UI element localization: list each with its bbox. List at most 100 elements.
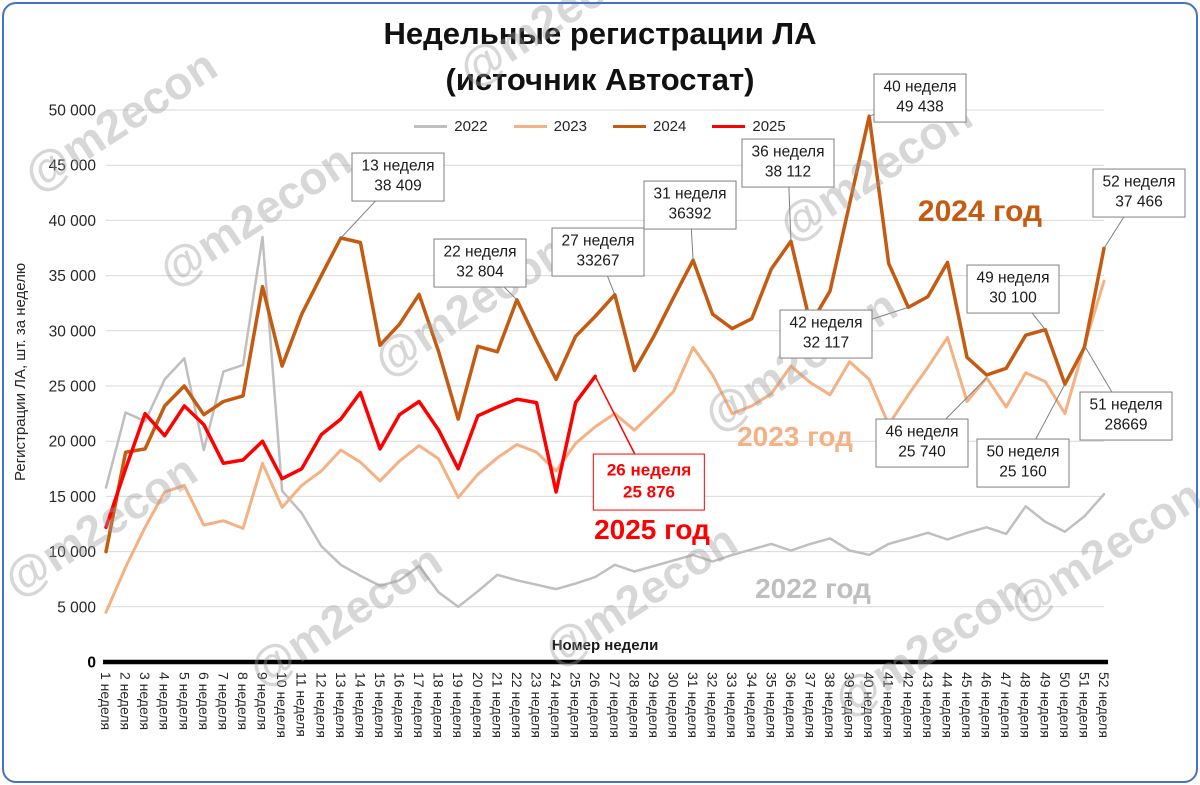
annotation-week-49: 49 неделя 30 100 xyxy=(966,264,1060,314)
legend-swatch xyxy=(613,124,646,129)
x-tick-label: 44 неделя xyxy=(939,672,955,738)
x-tick-label: 1 неделя xyxy=(98,672,114,730)
x-tick-label: 34 неделя xyxy=(744,672,760,738)
x-tick-label: 24 неделя xyxy=(548,672,564,738)
series-line-2025 xyxy=(104,374,597,530)
x-tick-label: 50 неделя xyxy=(1057,672,1073,738)
x-tick-label: 37 неделя xyxy=(802,672,818,738)
legend-swatch xyxy=(712,124,746,129)
legend-item-2024: 2024 xyxy=(613,118,686,135)
annotation-line: 36392 xyxy=(668,206,712,223)
y-tick-label: 20 000 xyxy=(49,434,97,451)
x-tick-label: 25 неделя xyxy=(568,672,584,738)
legend-item-2025: 2025 xyxy=(712,118,786,135)
annotation-line: 25 876 xyxy=(622,483,675,502)
x-tick-label: 9 неделя xyxy=(255,672,271,730)
x-tick-label: 2 неделя xyxy=(118,672,134,730)
annotation-week-42: 42 неделя 32 117 xyxy=(779,309,873,359)
y-axis-title: Регистрации ЛА, шт. за неделю xyxy=(12,262,29,481)
y-tick-label: 35 000 xyxy=(49,268,97,285)
x-tick-label: 15 неделя xyxy=(372,672,388,738)
x-tick-label: 33 неделя xyxy=(724,672,740,738)
x-tick-label: 31 неделя xyxy=(685,672,701,738)
legend-label: 2023 xyxy=(553,118,587,135)
y-tick-label: 25 000 xyxy=(49,379,97,396)
x-tick-label: 23 неделя xyxy=(529,672,545,738)
x-tick-label: 8 неделя xyxy=(235,672,251,730)
x-tick-label: 39 неделя xyxy=(842,672,858,738)
x-tick-label: 41 неделя xyxy=(881,672,897,738)
series-line-2022 xyxy=(104,235,1106,609)
x-tick-label: 13 неделя xyxy=(333,672,349,738)
annotation-week-40: 40 неделя 49 438 xyxy=(873,73,967,123)
annotation-line: 46 неделя xyxy=(885,423,959,441)
x-tick-label: 11 неделя xyxy=(294,672,310,737)
x-tick-label: 12 неделя xyxy=(313,672,329,738)
x-tick-label: 32 неделя xyxy=(705,672,721,738)
x-tick-label: 36 неделя xyxy=(783,672,799,738)
annotation-line: 32 117 xyxy=(802,335,850,352)
y-tick-label: 10 000 xyxy=(49,544,97,561)
series-label-2024: 2024 год xyxy=(917,195,1043,228)
x-tick-label: 29 неделя xyxy=(646,672,662,738)
x-tick-label: 16 неделя xyxy=(392,672,408,738)
annotation-week-27: 27 неделя 33267 xyxy=(551,227,645,277)
x-tick-label: 46 неделя xyxy=(979,672,995,738)
annotation-line: 36 неделя xyxy=(751,143,825,161)
annotation-week-26: 26 неделя 25 876 xyxy=(592,453,706,511)
x-tick-label: 20 неделя xyxy=(470,672,486,738)
x-tick-label: 47 неделя xyxy=(998,672,1014,738)
annotation-line: 51 неделя xyxy=(1089,396,1163,414)
x-axis-title: Номер недели xyxy=(551,637,659,654)
annotation-line: 38 112 xyxy=(764,164,812,181)
x-tick-label: 19 неделя xyxy=(450,672,466,738)
x-tick-label: 52 неделя xyxy=(1096,672,1112,738)
chart-title: Недельные регистрации ЛА xyxy=(383,16,817,51)
annotation-week-36: 36 неделя 38 112 xyxy=(741,138,835,188)
annotation-week-13: 13 неделя 38 409 xyxy=(351,152,445,202)
x-tick-label: 51 неделя xyxy=(1076,672,1092,738)
series-label-2022: 2022 год xyxy=(755,573,871,604)
annotation-line: 33267 xyxy=(576,253,620,270)
x-tick-label: 38 неделя xyxy=(822,672,838,738)
x-tick-label: 43 неделя xyxy=(920,672,936,738)
chart-subtitle: (источник Автостат) xyxy=(445,62,755,97)
x-tick-label: 21 неделя xyxy=(489,672,505,738)
series-line-2024 xyxy=(104,114,1106,554)
annotation-line: 42 неделя xyxy=(789,314,863,332)
annotation-week-52: 52 неделя 37 466 xyxy=(1092,168,1186,218)
annotation-week-31: 31 неделя 36392 xyxy=(643,180,737,230)
annotation-week-50: 50 неделя 25 160 xyxy=(976,438,1070,488)
x-tick-label: 18 неделя xyxy=(431,672,447,738)
annotation-line: 28669 xyxy=(1104,417,1148,434)
x-tick-label: 10 неделя xyxy=(274,672,290,738)
legend-label: 2022 xyxy=(454,118,488,135)
x-tick-label: 5 неделя xyxy=(176,672,192,730)
annotation-line: 40 неделя xyxy=(883,78,957,96)
x-tick-label: 35 неделя xyxy=(763,672,779,738)
x-tick-label: 49 неделя xyxy=(1037,672,1053,738)
x-tick-label: 30 неделя xyxy=(665,672,681,738)
annotation-week-22: 22 неделя 32 804 xyxy=(433,238,527,288)
legend-swatch xyxy=(513,124,547,129)
x-tick-label: 3 неделя xyxy=(137,672,153,730)
series-line-2023 xyxy=(104,279,1106,614)
x-tick-label: 45 неделя xyxy=(959,672,975,738)
annotation-line: 49 неделя xyxy=(976,269,1050,287)
x-tick-label: 4 неделя xyxy=(157,672,173,730)
x-tick-label: 7 неделя xyxy=(215,672,231,730)
annotation-line: 37 466 xyxy=(1115,194,1163,211)
legend-swatch xyxy=(414,124,448,129)
annotation-line: 50 неделя xyxy=(986,443,1060,461)
legend-label: 2025 xyxy=(752,118,786,135)
y-tick-label: 5 000 xyxy=(57,599,96,616)
annotation-line: 27 неделя xyxy=(561,232,635,250)
annotation-line: 25 740 xyxy=(898,444,946,461)
annotation-line: 30 100 xyxy=(989,290,1037,307)
x-tick-label: 17 неделя xyxy=(411,672,427,738)
y-tick-label: 30 000 xyxy=(49,323,97,340)
annotation-week-51: 51 неделя 28669 xyxy=(1079,391,1173,441)
y-tick-label: 40 000 xyxy=(49,213,97,230)
y-tick-label: 45 000 xyxy=(49,158,97,175)
